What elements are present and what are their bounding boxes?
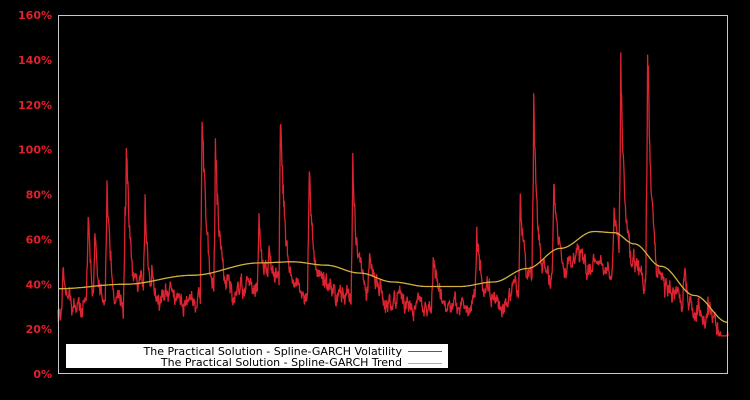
y-tick-label: 100% <box>18 144 52 157</box>
trend-series-line <box>58 230 729 324</box>
y-tick-label: 80% <box>26 189 52 202</box>
y-axis-tick-labels: 0% 20% 40% 60% 80% 100% 120% 140% 160% <box>18 9 52 381</box>
y-tick-label: 0% <box>33 368 52 381</box>
y-tick-label: 60% <box>26 233 52 246</box>
y-tick-label: 120% <box>18 99 52 112</box>
legend-label-volatility: The Practical Solution - Spline-GARCH Vo… <box>143 345 403 358</box>
y-tick-label: 20% <box>26 323 52 336</box>
legend-label-trend: The Practical Solution - Spline-GARCH Tr… <box>160 356 402 369</box>
plot-background <box>58 15 728 374</box>
plot-area <box>57 15 729 374</box>
volatility-series-line <box>57 52 729 337</box>
y-tick-label: 40% <box>26 278 52 291</box>
y-tick-label: 160% <box>18 9 52 22</box>
y-tick-label: 140% <box>18 54 52 67</box>
legend-box <box>66 344 448 368</box>
legend: The Practical Solution - Spline-GARCH Vo… <box>66 344 448 369</box>
plot-frame <box>58 15 728 374</box>
